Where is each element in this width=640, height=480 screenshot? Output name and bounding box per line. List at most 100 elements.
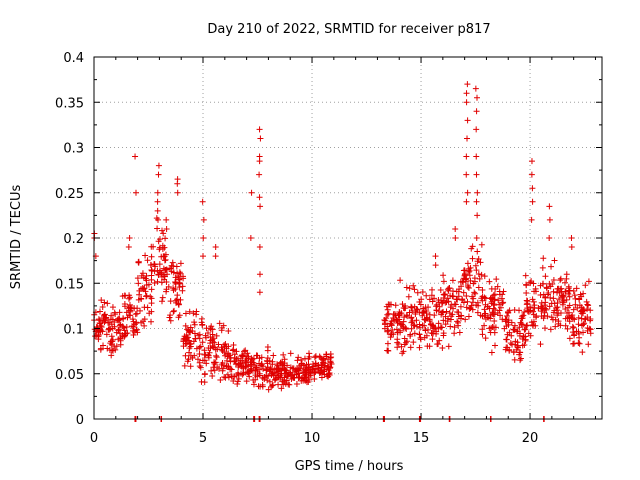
data-point — [287, 350, 294, 357]
data-point — [551, 307, 558, 314]
data-point — [211, 367, 218, 374]
data-point — [160, 271, 167, 278]
data-point — [223, 357, 230, 364]
data-point — [474, 258, 481, 265]
data-point — [564, 325, 571, 332]
data-point — [486, 325, 493, 332]
data-point — [252, 364, 259, 371]
data-point — [582, 316, 589, 323]
data-point — [256, 126, 263, 133]
data-point — [137, 307, 144, 314]
data-point — [130, 327, 137, 334]
data-point — [155, 171, 162, 178]
data-point — [478, 271, 485, 278]
data-point — [556, 289, 563, 296]
data-point — [569, 323, 576, 330]
data-point — [384, 340, 391, 347]
data-point — [423, 310, 430, 317]
data-point — [319, 360, 326, 367]
data-point — [151, 261, 158, 268]
data-point — [418, 296, 425, 303]
data-point — [109, 336, 116, 343]
data-point — [523, 289, 530, 296]
data-point — [528, 158, 535, 165]
data-point — [511, 322, 518, 329]
data-point — [546, 303, 553, 310]
data-point — [428, 292, 435, 299]
data-point — [287, 370, 294, 377]
data-point — [585, 278, 592, 285]
data-point — [191, 319, 198, 326]
data-point — [553, 307, 560, 314]
data-point — [394, 336, 401, 343]
data-point — [488, 285, 495, 292]
data-point — [208, 367, 215, 374]
data-point — [473, 267, 480, 274]
data-point — [469, 243, 476, 250]
data-point — [201, 347, 208, 354]
y-axis-label: SRMTID / TECUs — [9, 185, 24, 290]
data-point — [264, 347, 271, 354]
data-point — [259, 363, 266, 370]
data-point — [123, 323, 130, 330]
data-point — [524, 322, 531, 329]
data-point — [451, 324, 458, 331]
data-point — [562, 322, 569, 329]
data-point — [256, 158, 263, 165]
data-point — [555, 285, 562, 292]
data-point — [445, 285, 452, 292]
data-point — [196, 344, 203, 351]
data-point — [547, 326, 554, 333]
data-point — [452, 235, 459, 241]
data-point — [513, 346, 520, 353]
data-point — [546, 235, 553, 241]
data-point — [299, 375, 306, 382]
data-point — [174, 189, 181, 196]
data-point — [503, 344, 510, 351]
data-point — [328, 361, 335, 368]
data-point — [213, 332, 220, 339]
data-point — [282, 367, 289, 374]
data-point — [175, 314, 182, 321]
y-tick-label: 0.3 — [63, 142, 84, 157]
data-point — [303, 370, 310, 377]
data-point — [185, 327, 192, 334]
data-point — [474, 212, 481, 219]
data-point — [531, 302, 538, 309]
data-point — [505, 317, 512, 324]
data-point — [451, 301, 458, 308]
data-point — [516, 332, 523, 339]
data-point — [575, 314, 582, 321]
data-point — [96, 308, 103, 315]
data-point — [460, 299, 467, 306]
data-point — [517, 319, 524, 326]
x-axis-label: GPS time / hours — [295, 459, 404, 474]
data-point — [587, 317, 594, 324]
data-point — [561, 279, 568, 286]
data-point — [247, 365, 254, 372]
data-point — [91, 326, 98, 333]
data-point — [239, 353, 246, 360]
data-point — [142, 252, 149, 259]
data-point — [474, 299, 481, 306]
data-point — [309, 366, 316, 373]
data-point — [441, 291, 448, 298]
data-point — [290, 374, 297, 381]
data-point — [419, 312, 426, 319]
data-point — [163, 225, 170, 232]
data-point — [496, 291, 503, 298]
data-point — [576, 295, 583, 302]
data-point — [397, 327, 404, 334]
data-point — [411, 286, 418, 293]
data-point — [426, 311, 433, 318]
data-point — [552, 323, 559, 330]
data-point — [100, 342, 107, 349]
data-point — [466, 305, 473, 312]
data-point — [426, 296, 433, 303]
data-point — [200, 253, 207, 260]
data-point — [302, 367, 309, 374]
data-point — [257, 383, 264, 390]
data-point — [174, 180, 181, 187]
data-point — [542, 273, 549, 280]
data-point — [234, 370, 241, 377]
